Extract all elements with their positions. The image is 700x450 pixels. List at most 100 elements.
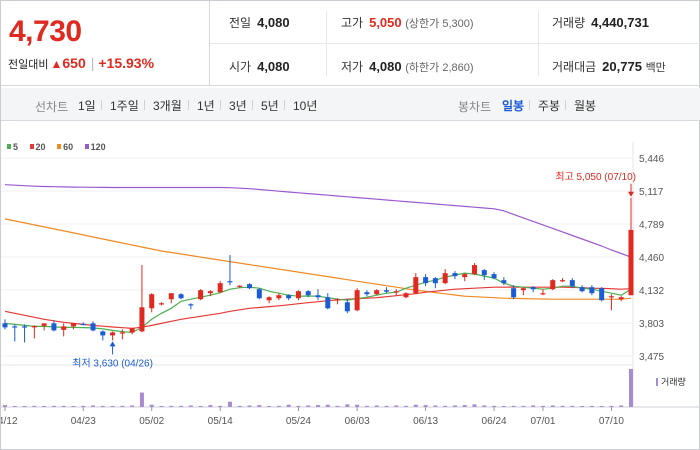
change-label: 전일대비 xyxy=(8,59,49,71)
low-price: 저가 4,080 (하한가 2,860) xyxy=(341,59,474,74)
candle-body xyxy=(383,290,389,292)
price-chart: 5 20 60 120 5,446 5,117 4,789 4,460 4,132 3,8… xyxy=(1,122,700,450)
high-price: 고가 5,050 (상한가 5,300) xyxy=(341,15,474,30)
price-change: 전일대비 ▲650 | +15.93% xyxy=(8,55,154,72)
volume-bar xyxy=(149,404,154,407)
volume-bar xyxy=(374,405,379,407)
high-annotation: 최고 5,050 (07/10) xyxy=(555,171,636,183)
volume-bar xyxy=(198,406,203,407)
low-arrow-icon xyxy=(109,341,116,347)
volume-bar xyxy=(423,405,428,407)
candle-body xyxy=(110,332,116,336)
candle-body xyxy=(266,297,272,301)
period-10y-button[interactable]: 10년 xyxy=(293,99,318,113)
legend-ma120: 120 xyxy=(84,142,106,152)
y-tick-label: 3,803 xyxy=(639,319,664,330)
trade-amount: 거래대금 20,775 백만 xyxy=(552,59,666,74)
volume-bar xyxy=(257,405,262,407)
candle-body xyxy=(579,287,585,292)
candle-monthly-button[interactable]: 월봉 xyxy=(574,99,597,113)
candle-weekly-button[interactable]: 주봉 xyxy=(538,99,561,113)
candle-body xyxy=(100,331,106,336)
candle-body xyxy=(540,293,546,295)
period-1w-button[interactable]: 1주일 xyxy=(110,99,139,113)
volume-bar xyxy=(306,405,311,407)
candle-body xyxy=(550,280,556,290)
x-tick-label: 04/12 xyxy=(1,416,18,427)
volume-bar xyxy=(296,405,301,407)
volume-bar xyxy=(110,406,115,407)
open-price: 시가 4,080 xyxy=(229,59,290,74)
candle-body xyxy=(178,294,184,299)
candle-body xyxy=(344,302,350,312)
candle-body xyxy=(423,277,429,284)
volume-bar xyxy=(531,405,536,407)
volume-bar xyxy=(540,405,545,407)
candle-body xyxy=(374,290,380,295)
candle-body xyxy=(520,288,526,291)
toolbar-separator xyxy=(529,100,530,110)
candle-body xyxy=(403,293,409,298)
column-divider xyxy=(538,11,539,76)
candle-body xyxy=(276,295,282,299)
volume-bar xyxy=(12,406,17,407)
volume-bar xyxy=(91,405,96,407)
volume-bar xyxy=(413,404,418,407)
ma-legend: 5 20 60 120 xyxy=(7,142,115,152)
candle-body xyxy=(129,328,135,333)
candle-body xyxy=(608,296,614,298)
candle-body xyxy=(472,265,477,275)
volume-bar xyxy=(247,405,252,407)
candle-body xyxy=(511,288,517,298)
x-tick-label: 05/14 xyxy=(208,416,233,427)
candle-body xyxy=(12,326,18,328)
candle-body xyxy=(80,323,86,326)
volume-bar xyxy=(316,405,320,407)
volume-bar xyxy=(462,405,467,407)
candle-body xyxy=(247,284,253,289)
period-1d-button[interactable]: 1일 xyxy=(78,99,96,113)
toolbar-separator xyxy=(188,100,189,110)
x-tick-label: 06/03 xyxy=(345,416,370,427)
x-tick-label: 04/23 xyxy=(71,416,96,427)
period-3y-button[interactable]: 3년 xyxy=(229,99,247,113)
volume-bar xyxy=(609,405,614,407)
period-3m-button[interactable]: 3개월 xyxy=(153,99,182,113)
trade-volume: 거래량 4,440,731 xyxy=(552,15,649,30)
volume-bar xyxy=(120,405,125,407)
period-5y-button[interactable]: 5년 xyxy=(261,99,279,113)
candle-body xyxy=(256,289,262,299)
volume-bar xyxy=(452,405,457,407)
change-percent: +15.93% xyxy=(98,55,155,71)
volume-bar xyxy=(81,405,86,407)
candle-body xyxy=(217,283,223,293)
candle-body xyxy=(149,294,155,309)
volume-bar xyxy=(42,406,47,407)
volume-bar xyxy=(472,404,477,407)
volume-bar xyxy=(227,401,232,407)
legend-ma20: 20 xyxy=(29,142,46,152)
volume-bar xyxy=(159,406,164,407)
candle-body xyxy=(227,281,233,283)
candle-daily-button[interactable]: 일봉 xyxy=(502,99,525,113)
candle-body xyxy=(354,290,360,311)
volume-bar xyxy=(570,405,575,407)
volume-bar xyxy=(619,405,624,407)
volume-bar xyxy=(237,405,242,407)
period-1y-button[interactable]: 1년 xyxy=(197,99,215,113)
candle-body xyxy=(305,291,311,296)
candle-body xyxy=(295,291,301,299)
volume-bar xyxy=(511,405,516,407)
candle-body xyxy=(530,287,536,290)
candle-body xyxy=(188,304,194,306)
legend-swatch xyxy=(84,144,89,149)
volume-bar xyxy=(433,405,438,407)
candle-body xyxy=(198,290,204,300)
candle-body xyxy=(168,293,174,300)
volume-bar xyxy=(599,406,604,407)
volume-bar xyxy=(179,405,184,407)
volume-bar xyxy=(404,405,409,407)
period-toolbar: 선차트 1일 1주일 3개월 1년 3년 5년 10년 봉차트 일봉 주봉 월봉 xyxy=(1,88,700,121)
candle-body xyxy=(286,295,292,299)
x-tick-label: 05/02 xyxy=(139,416,164,427)
